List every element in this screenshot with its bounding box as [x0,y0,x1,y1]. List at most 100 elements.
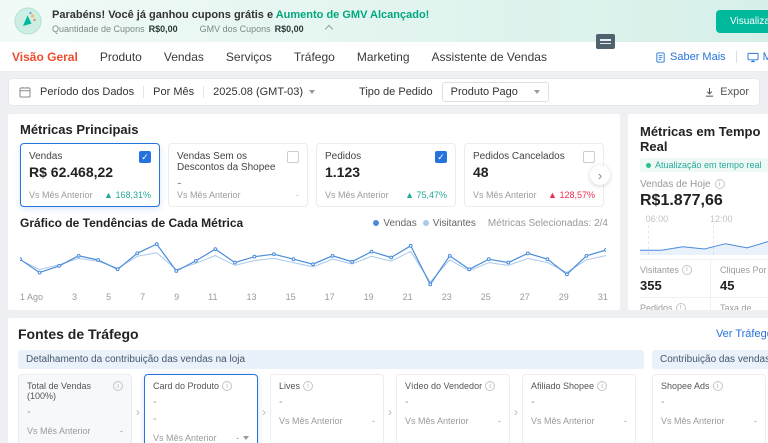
realtime-panel: Métricas em Tempo Real Atualização em te… [628,114,768,310]
trend-chart-legend: Vendas Visitantes Métricas Selecionadas:… [373,218,608,229]
vs-value: - [120,426,123,436]
delta-badge: ▲ 128,57% [548,190,595,200]
monitor-label: Monitor de [762,51,768,63]
store-contribution-panel: Detalhamento da contribuição das vendas … [18,350,644,443]
vs-label: Vs Mês Anterior [661,416,725,426]
traffic-card-value: - [27,406,31,418]
chevron-down-icon[interactable] [243,436,249,440]
info-icon[interactable]: i [712,381,723,391]
tab-assistente-de-vendas[interactable]: Assistente de Vendas [431,49,547,64]
traffic-card-card-do-produto[interactable]: Card do Produto i - - Vs Mês Anterior - [144,374,258,443]
metric-value: - [177,174,182,190]
carousel-next-button[interactable]: › [590,165,610,185]
realtime-title: Métricas em Tempo Real [640,124,761,154]
time-tick: 06:00 [645,213,669,224]
order-type-select[interactable]: Produto Pago [441,82,549,102]
banner-title-text: Parabéns! Você já ganhou cupons grátis e [52,8,276,21]
collapse-banner-icon[interactable] [324,24,333,33]
promo-banner: Parabéns! Você já ganhou cupons grátis e… [0,0,768,42]
visualizar-button[interactable]: Visualizar D [716,10,768,33]
traffic-card-title: Shopee Ads [661,381,710,391]
selected-metrics-count: Métricas Selecionadas: 2/4 [487,217,608,229]
traffic-card-title: Total de Vendas (100%) [27,381,92,401]
metric-card-pedidos[interactable]: Pedidos ✓ 1.123 Vs Mês Anterior ▲ 75,47% [316,143,456,207]
chevron-right-icon: › [136,405,140,419]
x-axis-tick: 17 [324,292,335,302]
delta-badge: ▲ 168,31% [104,190,151,200]
x-axis-tick: 5 [106,292,112,302]
info-icon[interactable]: i [675,302,686,310]
metric-card-vendas-sem-descontos[interactable]: Vendas Sem os Descontos da Shopee - Vs M… [168,143,308,207]
tab-marketing[interactable]: Marketing [356,49,410,64]
traffic-header: Fontes de Tráfego Ver Tráfego d [18,326,768,342]
traffic-card-video-do-vendedor[interactable]: Vídeo do Vendedor i - Vs Mês Anterior - [396,374,510,443]
legend-label: Vendas [383,217,417,229]
traffic-card-afiliado-shopee[interactable]: Afiliado Shopee i - Vs Mês Anterior - [522,374,636,443]
live-badge-label: Atualização em tempo real [655,160,762,170]
export-button[interactable]: Expor [704,86,749,98]
metric-label: Pedidos Cancelados [473,151,565,162]
checkbox-unchecked-icon[interactable] [287,151,299,163]
tab-produto[interactable]: Produto [99,49,142,64]
info-icon[interactable]: i [222,381,233,391]
ads-panel-header: Contribuição das vendas de an [652,350,768,369]
checkbox-unchecked-icon[interactable] [583,151,595,163]
info-icon[interactable]: i [597,381,608,391]
checkbox-checked-icon[interactable]: ✓ [435,151,447,163]
checkbox-checked-icon[interactable]: ✓ [139,151,151,163]
info-icon[interactable]: i [714,179,725,189]
order-type-value: Produto Pago [450,86,518,98]
vs-label: Vs Mês Anterior [279,416,343,426]
traffic-card-total-de-vendas[interactable]: Total de Vendas (100%) i - Vs Mês Anterio… [18,374,132,443]
filter-bar: Período dos Dados Por Mês 2025.08 (GMT-0… [8,78,760,106]
banner-title: Parabéns! Você já ganhou cupons grátis e… [52,9,429,21]
metric-card-vendas[interactable]: Vendas ✓ R$ 62.468,22 Vs Mês Anterior ▲ … [20,143,160,207]
trend-chart-title: Gráfico de Tendências de Cada Métrica [20,216,244,230]
banner-title-highlight: Aumento de GMV Alcançado! [275,8,430,21]
tab-servicos[interactable]: Serviços [225,49,272,64]
vs-label: Vs Mês Anterior [153,433,217,443]
chevron-right-icon: › [388,405,392,419]
tab-visao-geral[interactable]: Visão Geral [12,49,78,64]
traffic-card-lives[interactable]: Lives i - Vs Mês Anterior - [270,374,384,443]
granularity-dropdown[interactable]: Por Mês [153,86,194,98]
vs-value: - [236,433,239,443]
order-type-label: Tipo de Pedido [359,86,433,98]
x-axis-tick: 23 [441,292,452,302]
info-icon[interactable]: i [303,381,314,391]
traffic-card-shopee-ads[interactable]: Shopee Ads i - Vs Mês Anterior - [652,374,766,443]
metric-label: Pedidos [325,151,362,162]
legend-item-visitantes[interactable]: Visitantes [422,218,476,229]
info-icon[interactable]: i [681,264,692,275]
period-value: 2025.08 (GMT-03) [213,86,304,98]
metric-value: R$ 62.468,22 [29,164,114,180]
info-icon[interactable]: i [113,381,123,391]
period-label: Período dos Dados [40,86,135,98]
saber-mais-link[interactable]: Saber Mais [655,51,726,63]
metric-card-pedidos-cancelados[interactable]: Pedidos Cancelados 48 Vs Mês Anterior ▲ … [464,143,604,207]
x-axis-tick: 25 [480,292,491,302]
monitor-link[interactable]: Monitor de [747,51,768,63]
traffic-card-value: - [531,396,535,408]
legend-item-vendas[interactable]: Vendas [373,217,417,229]
metrics-panel: Métricas Principais Vendas ✓ R$ 62.468,2… [8,114,620,310]
realtime-stat-cliques: Cliques Pori 45 [710,259,768,297]
ver-trafego-link[interactable]: Ver Tráfego d [715,328,768,340]
vs-value: - [498,416,501,426]
tab-trafego[interactable]: Tráfego [293,49,335,64]
metric-value: 48 [473,164,489,180]
chevron-right-icon: › [514,405,518,419]
period-dropdown[interactable]: 2025.08 (GMT-03) [213,86,316,98]
floating-widget-icon[interactable] [596,34,615,49]
vs-value: - [754,416,757,426]
traffic-card-value: - [279,396,283,408]
realtime-chart-area: 06:00 12:00 [640,213,768,255]
coupon-gmv-value: R$0,00 [274,23,304,34]
ads-traffic-cards: Shopee Ads i - Vs Mês Anterior - [652,374,768,443]
divider [735,51,737,63]
metrics-title: Métricas Principais [20,122,139,137]
tab-vendas[interactable]: Vendas [163,49,204,64]
info-icon[interactable]: i [485,381,496,391]
legend-dot-icon [373,220,380,226]
